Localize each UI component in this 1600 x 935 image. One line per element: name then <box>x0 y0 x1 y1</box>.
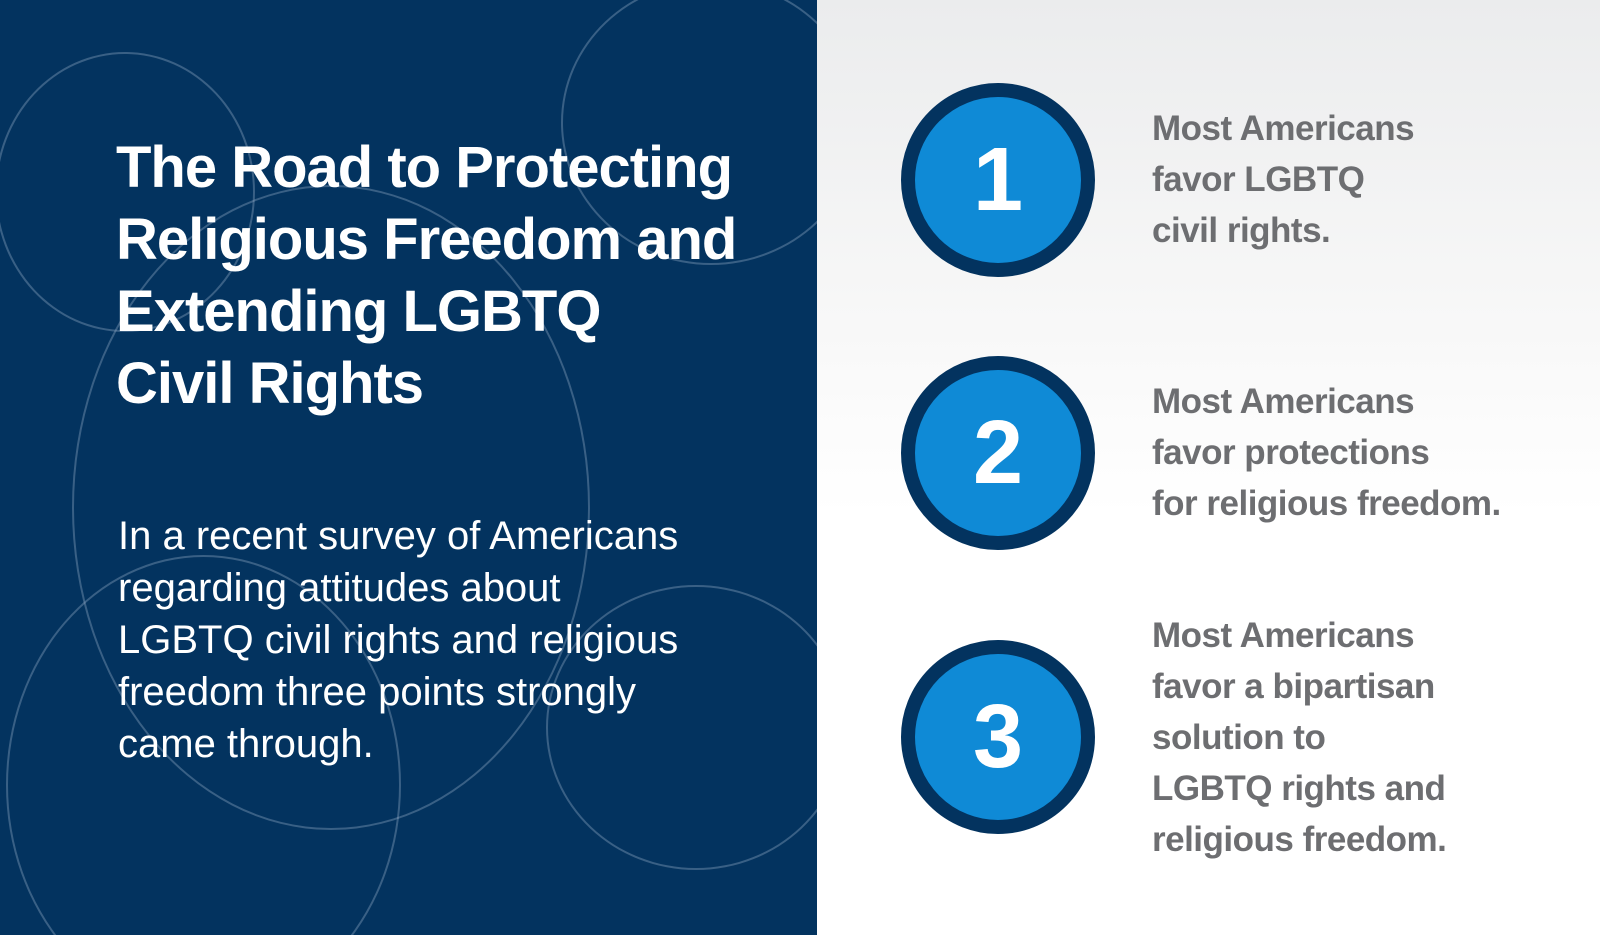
point-line: solution to <box>1152 718 1326 757</box>
point-line: Most Americans <box>1152 382 1415 421</box>
point-text: Most Americans favor a bipartisan soluti… <box>1152 610 1572 865</box>
point-line: favor LGBTQ <box>1152 160 1365 199</box>
decorative-circle <box>546 585 817 870</box>
intro-paragraph: In a recent survey of Americans regardin… <box>118 510 758 770</box>
point-line: favor a bipartisan <box>1152 667 1435 706</box>
point-line: civil rights. <box>1152 211 1331 250</box>
point-line: Most Americans <box>1152 109 1415 148</box>
number-badge-3: 3 <box>901 640 1095 834</box>
title-line: Extending LGBTQ <box>116 279 601 344</box>
point-line: religious freedom. <box>1152 820 1447 859</box>
intro-line: freedom three points strongly <box>118 670 637 714</box>
left-panel: The Road to Protecting Religious Freedom… <box>0 0 817 935</box>
right-panel: 1 Most Americans favor LGBTQ civil right… <box>817 0 1600 935</box>
intro-line: regarding attitudes about <box>118 566 561 610</box>
point-line: favor protections <box>1152 433 1430 472</box>
page-title: The Road to Protecting Religious Freedom… <box>116 132 796 420</box>
number-badge-1: 1 <box>901 83 1095 277</box>
intro-line: came through. <box>118 722 374 766</box>
intro-line: LGBTQ civil rights and religious <box>118 618 679 662</box>
number-badge-2: 2 <box>901 356 1095 550</box>
intro-line: In a recent survey of Americans <box>118 514 679 558</box>
title-line: The Road to Protecting <box>116 135 733 200</box>
point-text: Most Americans favor protections for rel… <box>1152 376 1572 529</box>
title-line: Religious Freedom and <box>116 207 737 272</box>
point-line: LGBTQ rights and <box>1152 769 1446 808</box>
title-line: Civil Rights <box>116 351 424 416</box>
point-line: for religious freedom. <box>1152 484 1501 523</box>
point-line: Most Americans <box>1152 616 1415 655</box>
point-text: Most Americans favor LGBTQ civil rights. <box>1152 103 1572 256</box>
